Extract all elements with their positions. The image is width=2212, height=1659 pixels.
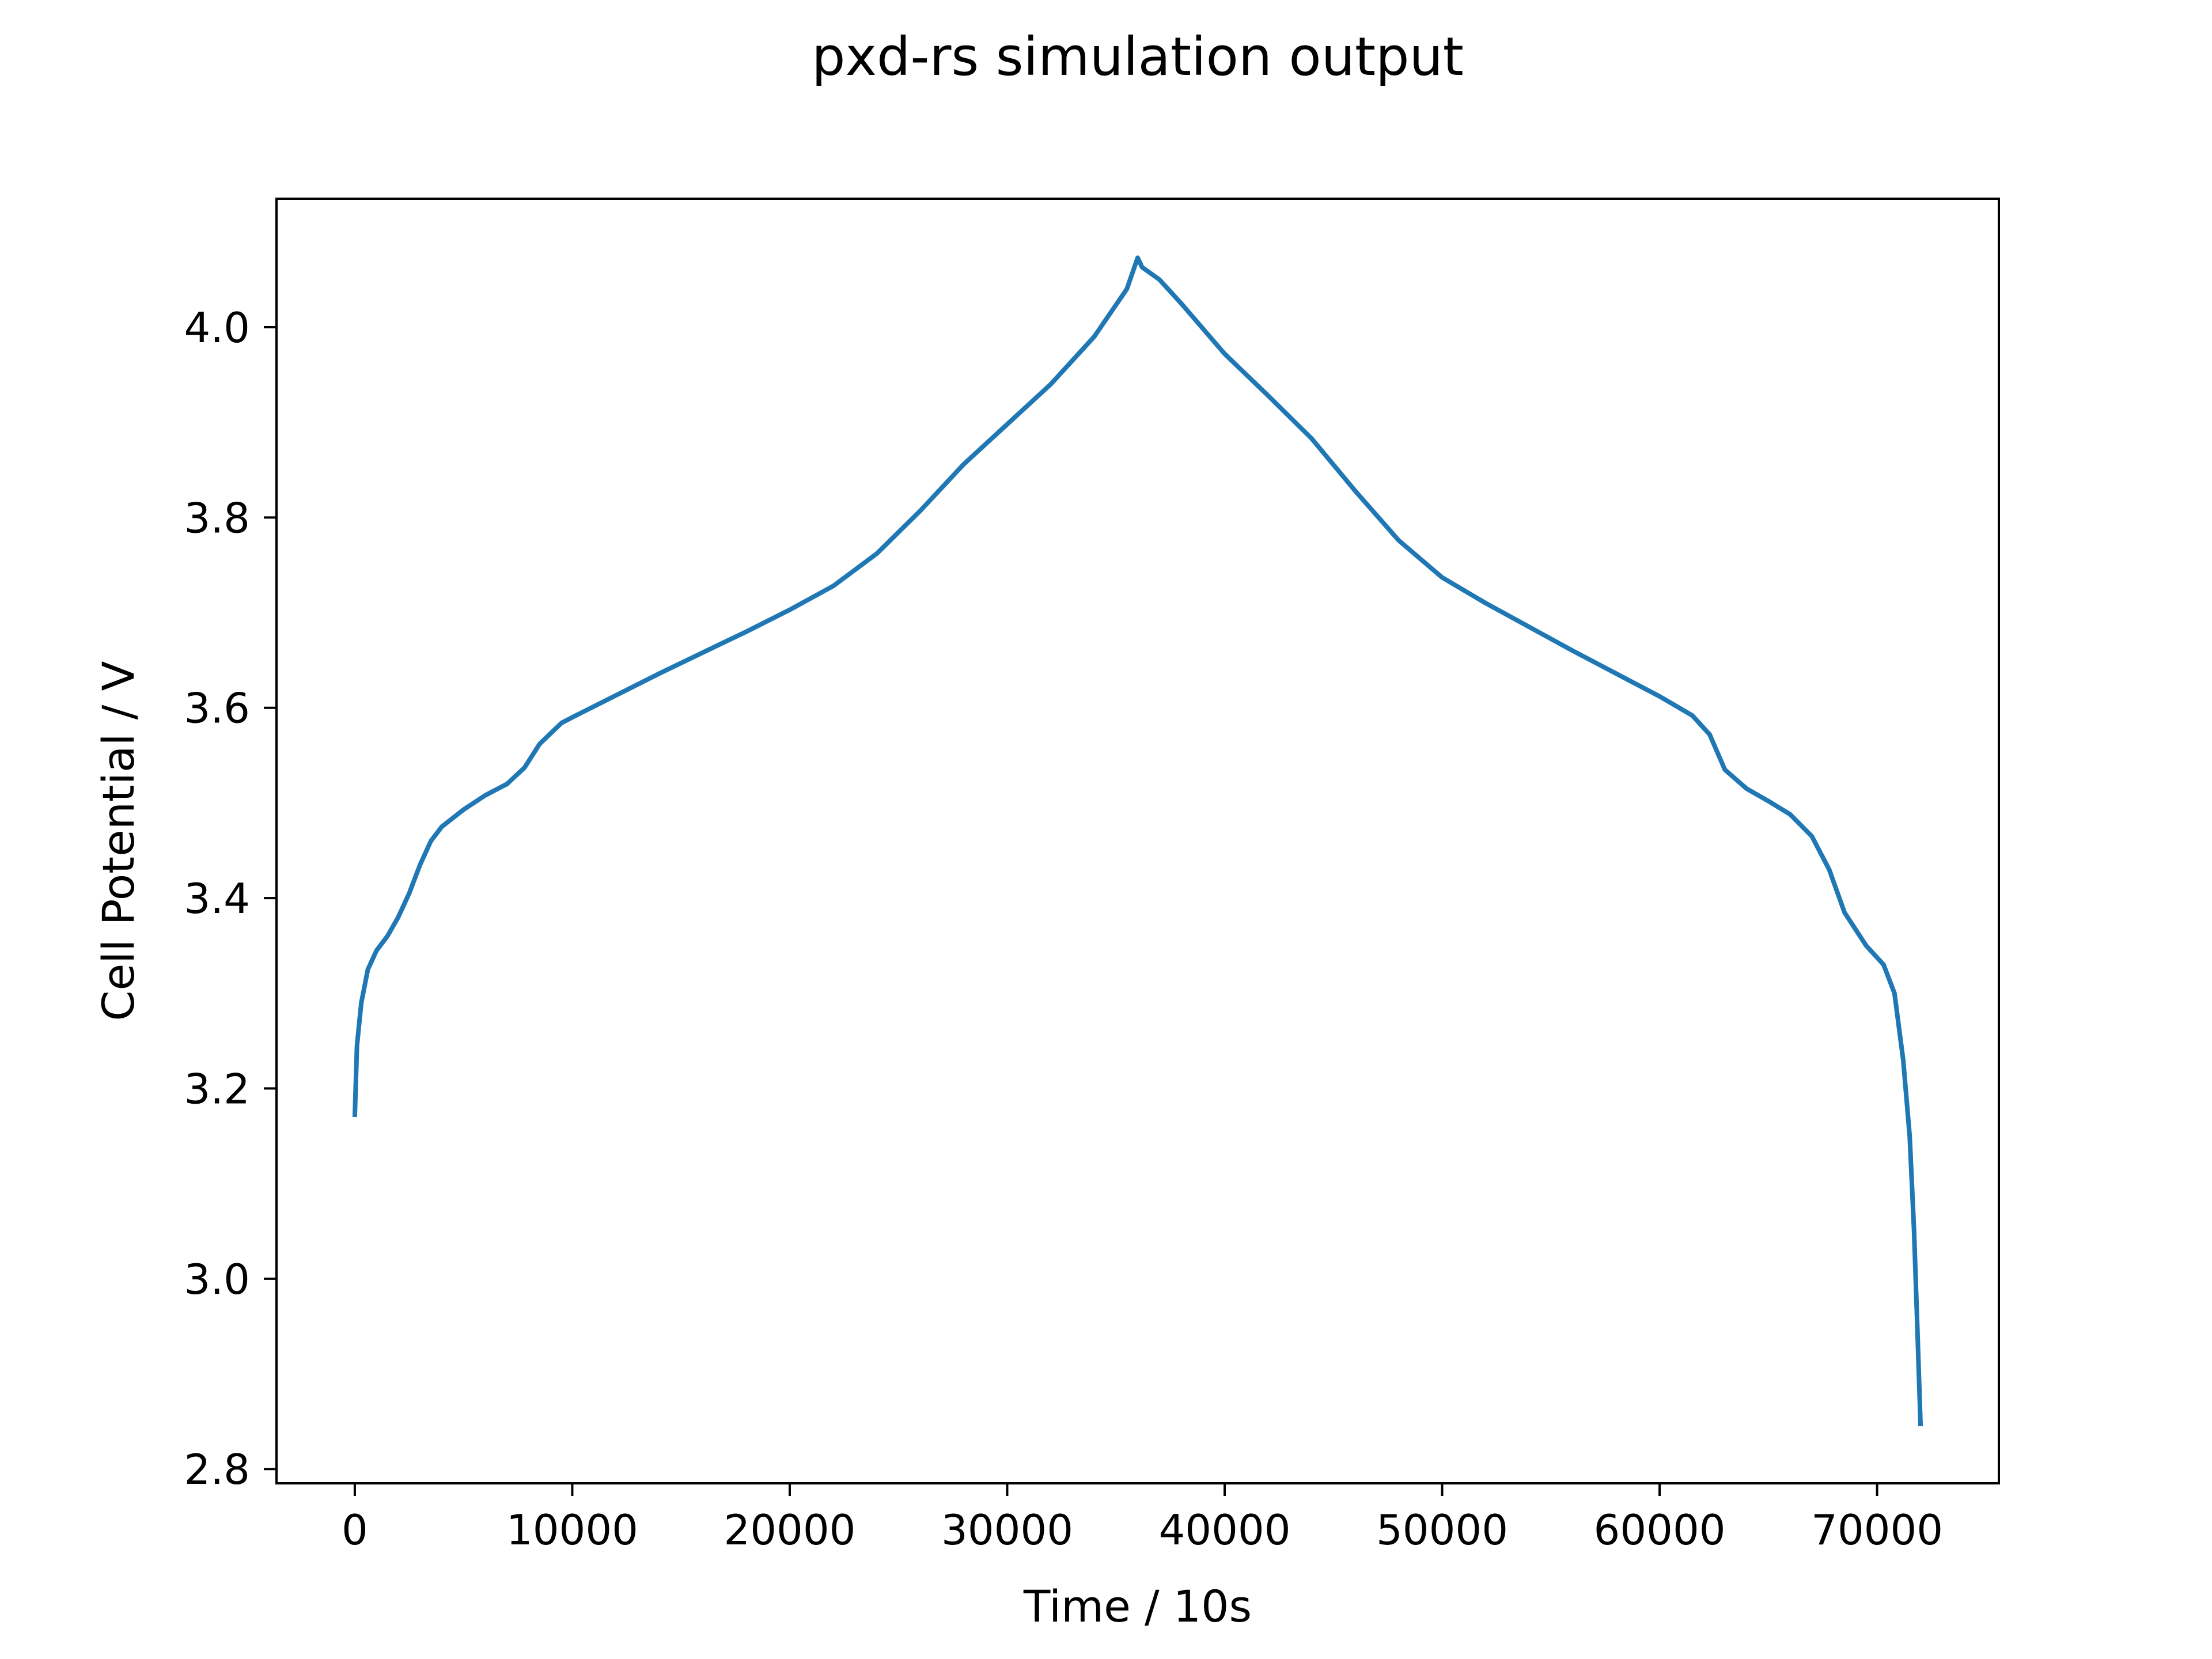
y-tick-label: 3.8 (184, 494, 250, 542)
series-line (352, 255, 1923, 1427)
x-tick-label: 40000 (1158, 1506, 1290, 1554)
y-axis-label: Cell Potential / V (93, 661, 144, 1021)
x-tick-label: 50000 (1376, 1506, 1508, 1554)
x-axis: 0 10000 20000 30000 40000 50000 60000 70000 (342, 1483, 1943, 1554)
x-axis-label: Time / 10s (1023, 1581, 1252, 1632)
plot-area (276, 199, 1999, 1483)
x-tick-label: 0 (342, 1506, 368, 1554)
y-axis: 2.8 3.0 3.2 3.4 3.6 3.8 4.0 (184, 304, 276, 1494)
x-tick-label: 30000 (941, 1506, 1073, 1554)
x-tick-label: 70000 (1811, 1506, 1943, 1554)
y-tick-label: 3.6 (184, 684, 250, 733)
plot-border (275, 198, 2000, 1484)
y-tick-label: 3.2 (184, 1065, 250, 1113)
x-tick-label: 20000 (724, 1506, 855, 1554)
y-tick-label: 4.0 (184, 304, 250, 352)
x-tick-label: 60000 (1594, 1506, 1726, 1554)
y-tick-label: 3.4 (184, 874, 250, 923)
y-tick-label: 2.8 (184, 1445, 250, 1494)
chart-title: pxd-rs simulation output (812, 26, 1464, 88)
y-tick-label: 3.0 (184, 1255, 250, 1304)
x-tick-label: 10000 (506, 1506, 638, 1554)
